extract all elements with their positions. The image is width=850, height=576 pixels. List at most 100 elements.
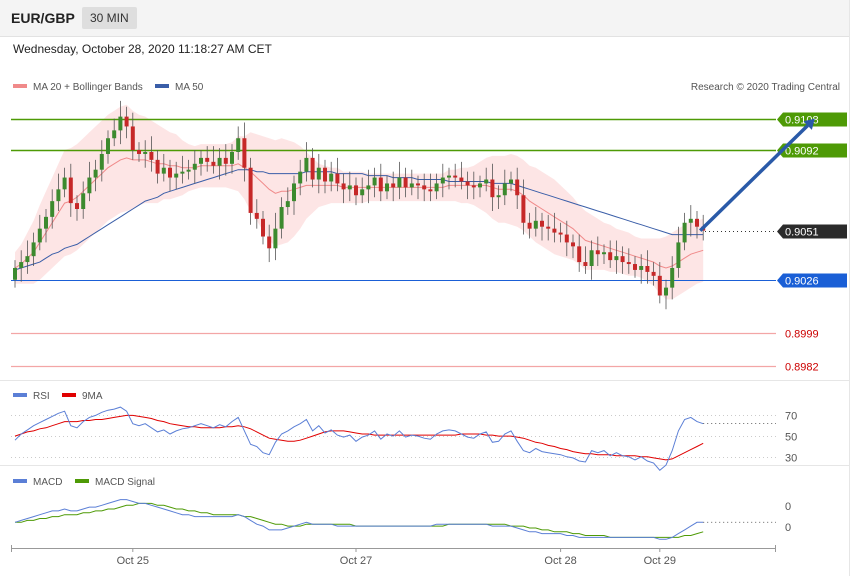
candle bbox=[509, 171, 513, 192]
ma50-legend-label: MA 50 bbox=[175, 82, 204, 93]
candle-body-down bbox=[378, 177, 383, 192]
candle-body-down bbox=[651, 271, 656, 276]
candle-body-down bbox=[223, 157, 228, 164]
candle-body-down bbox=[540, 220, 544, 227]
candle-body-up bbox=[285, 201, 290, 208]
candle-body-down bbox=[490, 179, 495, 198]
candle-body-up bbox=[161, 167, 166, 174]
candle bbox=[341, 173, 346, 204]
candle-body-up bbox=[664, 287, 668, 296]
candle-body-up bbox=[31, 242, 36, 257]
macd-tick-label: 0 bbox=[785, 501, 791, 513]
candle-body-up bbox=[533, 220, 538, 229]
candle-body-down bbox=[310, 157, 315, 180]
macd-legend-label: MACD bbox=[33, 477, 62, 488]
candle-body-down bbox=[608, 252, 613, 261]
candle bbox=[323, 159, 327, 194]
candle-body-up bbox=[25, 256, 30, 263]
candle-body-up bbox=[409, 183, 414, 188]
candle-body-up bbox=[230, 152, 234, 164]
timeframe-button[interactable]: 30 MIN bbox=[82, 7, 137, 29]
macd-panel: 00 bbox=[14, 499, 791, 540]
candle-body-down bbox=[149, 152, 154, 160]
ma20-line bbox=[14, 157, 704, 269]
rsi-ma-line bbox=[14, 414, 704, 461]
candle bbox=[533, 207, 538, 237]
candle bbox=[298, 159, 303, 196]
candle-body-down bbox=[341, 183, 346, 190]
candle bbox=[335, 157, 340, 192]
ma50-line bbox=[14, 169, 704, 271]
candle bbox=[168, 159, 172, 192]
candle-body-down bbox=[155, 159, 160, 174]
rsi-tick-label: 30 bbox=[785, 453, 797, 465]
rsi-legend-swatch bbox=[13, 393, 27, 397]
candle bbox=[273, 212, 278, 261]
candle-body-up bbox=[496, 195, 501, 198]
candle bbox=[434, 173, 439, 200]
candle-body-up bbox=[676, 242, 681, 268]
candle-body-down bbox=[75, 203, 79, 209]
candle bbox=[75, 195, 79, 221]
candle bbox=[571, 234, 575, 259]
candle-body-up bbox=[298, 171, 303, 184]
time-tick-label: Oct 25 bbox=[117, 555, 149, 567]
candle bbox=[106, 130, 110, 164]
candle bbox=[521, 179, 526, 235]
candle-body-up bbox=[304, 157, 309, 172]
candle bbox=[633, 256, 637, 278]
candle-body-up bbox=[56, 189, 61, 202]
candle-body-up bbox=[372, 177, 377, 186]
candle-body-down bbox=[416, 183, 420, 186]
candle bbox=[81, 181, 86, 219]
rsi-ma-legend-label: 9MA bbox=[82, 391, 103, 402]
candle-body-up bbox=[316, 167, 321, 180]
candle bbox=[595, 236, 600, 266]
candle bbox=[564, 220, 569, 257]
candle-body-down bbox=[527, 222, 532, 229]
rsi-ma-legend-swatch bbox=[62, 393, 76, 397]
candle-body-up bbox=[447, 175, 451, 178]
candle bbox=[670, 256, 675, 300]
candle bbox=[639, 254, 644, 284]
projection-arrow-head bbox=[803, 118, 815, 130]
price-level-label: 0.8999 bbox=[785, 329, 819, 341]
candle-body-down bbox=[248, 167, 253, 213]
rsi-legend-label: RSI bbox=[33, 391, 50, 402]
candle bbox=[422, 173, 427, 202]
candle bbox=[285, 187, 290, 215]
candle bbox=[608, 240, 613, 268]
candle bbox=[695, 210, 699, 239]
candle bbox=[112, 118, 117, 147]
candle bbox=[192, 150, 197, 184]
chart-datetime: Wednesday, October 28, 2020 11:18:27 AM … bbox=[13, 42, 272, 56]
candle-body-up bbox=[199, 157, 203, 164]
candle-body-down bbox=[422, 185, 427, 190]
candle-body-up bbox=[602, 252, 606, 255]
candle-body-down bbox=[130, 126, 135, 151]
candle bbox=[688, 205, 693, 237]
rsi-line bbox=[14, 406, 704, 472]
candle-body-down bbox=[546, 226, 551, 229]
candle-body-down bbox=[124, 116, 129, 127]
candle-body-down bbox=[428, 189, 433, 192]
candle-body-up bbox=[385, 183, 389, 192]
candle-body-down bbox=[552, 228, 557, 233]
candle-body-up bbox=[639, 266, 644, 270]
candle bbox=[304, 142, 309, 182]
rsi-panel: 70 50 30 bbox=[11, 406, 797, 472]
candle-body-down bbox=[68, 177, 73, 204]
candle bbox=[205, 146, 210, 172]
macd-tick-label: 0 bbox=[785, 522, 791, 534]
candle-body-up bbox=[509, 179, 513, 184]
candle bbox=[614, 240, 619, 274]
candle bbox=[279, 197, 284, 239]
candle bbox=[403, 167, 408, 198]
candle bbox=[130, 112, 135, 160]
candle bbox=[211, 146, 216, 174]
candle bbox=[56, 173, 61, 211]
candle bbox=[261, 210, 265, 245]
candle bbox=[471, 171, 476, 200]
time-tick-label: Oct 29 bbox=[644, 555, 676, 567]
candle bbox=[453, 163, 458, 188]
